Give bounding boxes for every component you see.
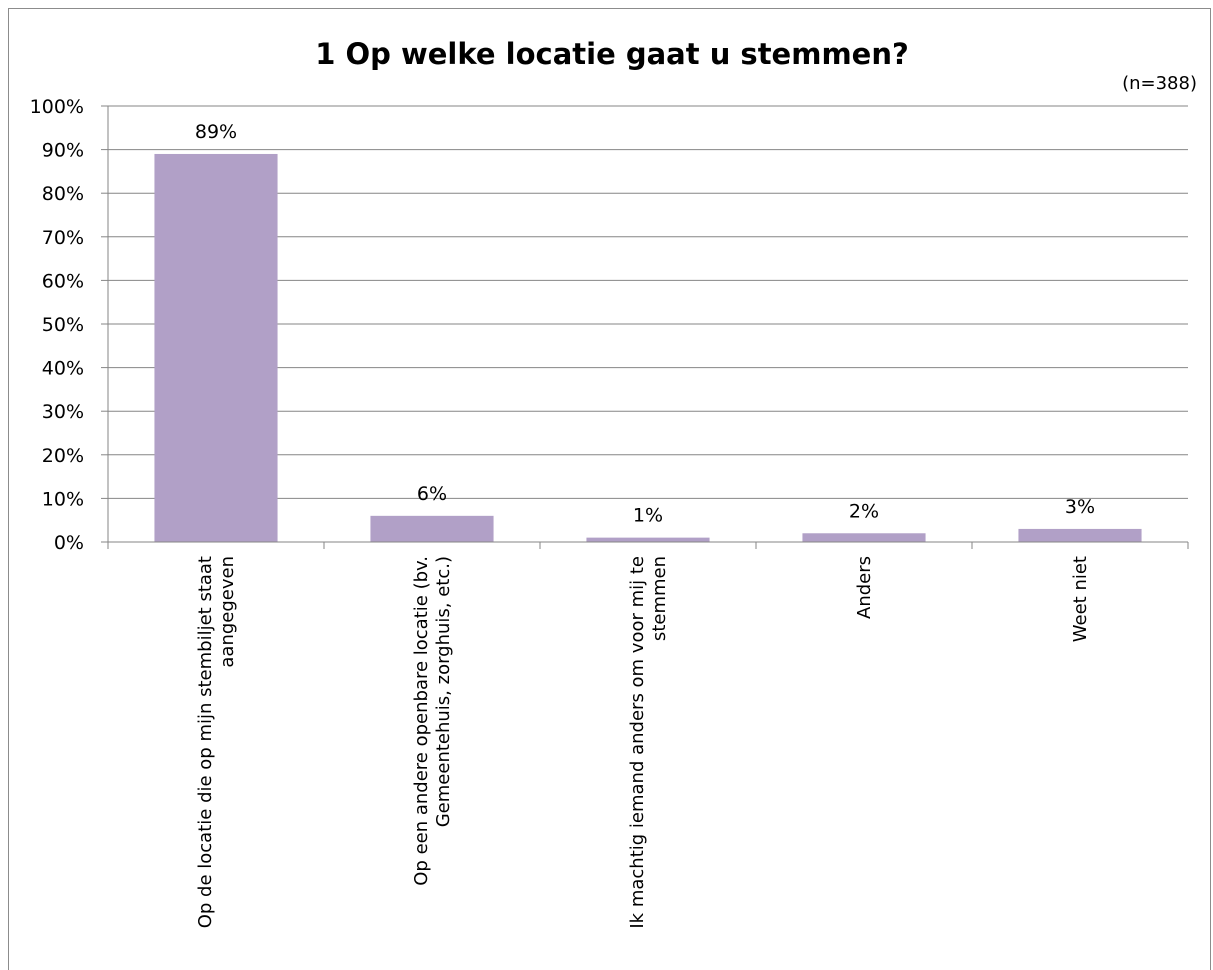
bar (370, 515, 494, 542)
x-category-label: Op de locatie die op mijn stembiljet sta… (195, 556, 238, 928)
x-category-label-line: Weet niet (1070, 556, 1091, 642)
x-category-label-line: Ik machtig iemand anders om voor mij te (627, 556, 648, 929)
x-category-label: Ik machtig iemand anders om voor mij tes… (627, 556, 670, 929)
y-tick-label: 100% (30, 96, 84, 118)
x-axis-category-labels: Op de locatie die op mijn stembiljet sta… (195, 556, 1091, 929)
y-tick-label: 60% (42, 270, 84, 292)
y-tick-label: 20% (42, 445, 84, 467)
y-tick-label: 90% (42, 140, 84, 162)
x-category-label-line: stemmen (649, 556, 670, 641)
y-tick-label: 50% (42, 314, 84, 336)
x-category-label: Weet niet (1070, 556, 1091, 642)
x-category-label-line: Op een andere openbare locatie (bv. (411, 556, 432, 886)
y-tick-label: 70% (42, 227, 84, 249)
bar (154, 153, 278, 542)
bar (802, 533, 926, 542)
data-label: 2% (849, 500, 879, 522)
y-tick-label: 0% (54, 532, 84, 554)
data-label: 6% (417, 483, 447, 505)
y-tick-label: 10% (42, 488, 84, 510)
axes (107, 106, 1189, 549)
data-labels: 89% 6% 1% 2% 3% (195, 121, 1095, 527)
y-axis-ticks: 0% 10% 20% 30% 40% 50% 60% 70% 80% 90% 100% (30, 96, 108, 554)
bar (586, 537, 710, 542)
y-tick-label: 80% (42, 183, 84, 205)
x-category-label-line: Op de locatie die op mijn stembiljet sta… (195, 556, 216, 928)
x-category-label: Anders (854, 556, 875, 619)
grid-lines (108, 105, 1188, 499)
chart-subtitle: (n=388) (1122, 73, 1197, 94)
chart-title: 1 Op welke locatie gaat u stemmen? (315, 37, 909, 71)
bar (1018, 528, 1142, 542)
y-tick-label: 40% (42, 358, 84, 380)
x-category-label-line: Gemeentehuis, zorghuis, etc.) (433, 556, 454, 827)
data-label: 1% (633, 505, 663, 527)
x-category-label-line: Anders (854, 556, 875, 619)
data-label: 89% (195, 121, 237, 143)
y-tick-label: 30% (42, 401, 84, 423)
x-category-label-line: aangegeven (217, 556, 238, 668)
data-label: 3% (1065, 496, 1095, 518)
bars (154, 153, 1142, 542)
x-category-label: Op een andere openbare locatie (bv.Gemee… (411, 556, 454, 886)
